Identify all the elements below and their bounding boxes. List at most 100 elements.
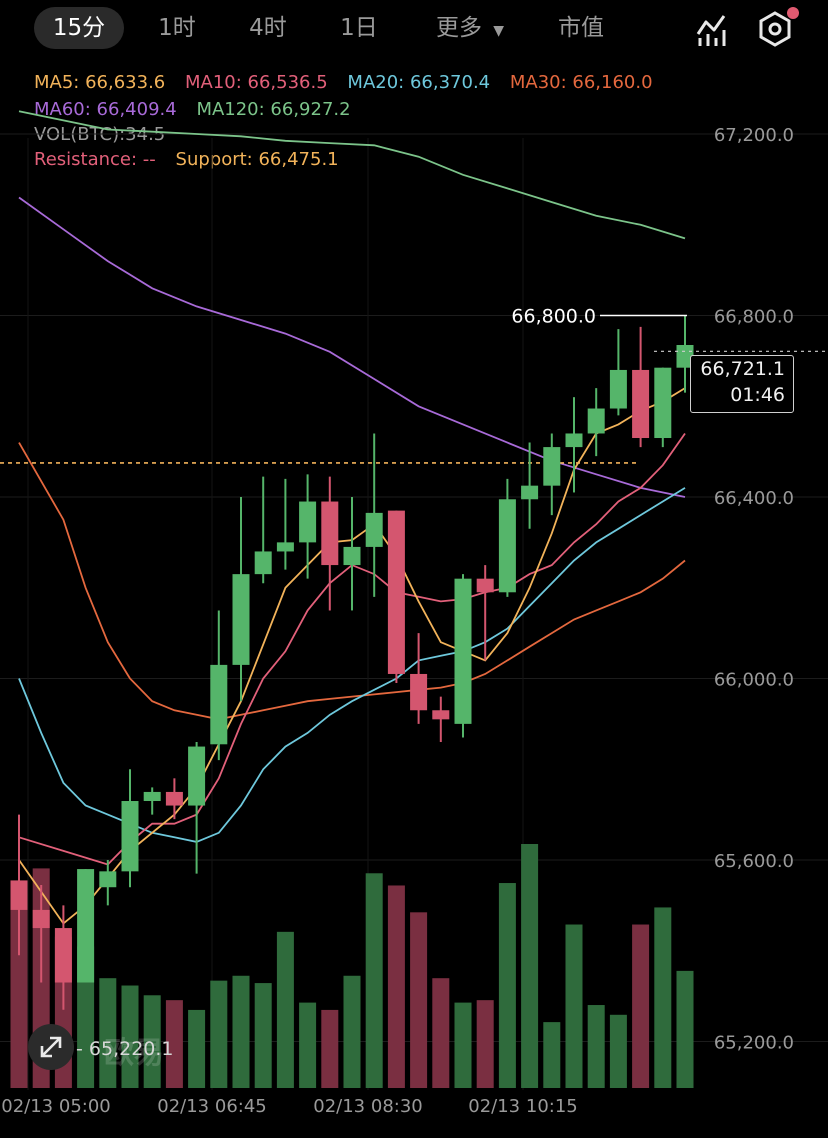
volume-bar [143,995,161,1088]
notification-dot [787,7,799,19]
candle-body [188,746,206,806]
chevron-down-icon: ▼ [493,23,505,39]
volume-bar [343,975,361,1088]
volume-bar [676,970,694,1088]
candle-body [276,542,294,552]
candle-body [10,880,28,910]
current-price: 66,721.1 [700,358,785,380]
high-marker-label: 66,800.0 [511,306,596,328]
x-tick-label: 02/13 05:00 [1,1096,110,1117]
candle-body [210,664,228,745]
tab-1d[interactable]: 1日 [340,15,378,41]
x-tick-label: 02/13 06:45 [157,1096,266,1117]
market-cap-tab[interactable]: 市值 [558,15,604,41]
candle-body [343,546,361,566]
volume-bar [232,975,250,1088]
y-tick-label: 66,800.0 [714,307,794,328]
legend-row-1: MA5: 66,633.6 MA10: 66,536.5 MA20: 66,37… [34,72,667,93]
low-price-label: - 65,220.1 [76,1038,174,1060]
candle-body [654,367,672,439]
volume-bar [654,907,672,1088]
ma5-line [18,387,686,925]
candlestick-chart[interactable]: 67,200.0 66,800.0 66,400.0 66,000.0 65,600.0… [0,58,828,1138]
ma60-label: MA60: 66,409.4 [34,99,177,120]
volume-bar [10,905,28,1088]
candle-body [410,673,428,711]
volume-bar [188,1009,206,1088]
candle-body [587,408,605,434]
y-tick-label: 66,000.0 [714,670,794,691]
more-dropdown[interactable]: 更多 ▼ [428,7,512,49]
volume-bar [498,883,516,1088]
volume-bar [387,885,405,1088]
volume-bar [410,912,428,1088]
volume-bar [121,985,139,1088]
x-tick-label: 02/13 08:30 [313,1096,422,1117]
candle-body [54,928,72,983]
volume-bar [543,1022,561,1088]
volume-bar [365,873,383,1088]
candle-body [365,512,383,547]
candle-body [454,578,472,724]
ma120-label: MA120: 66,927.2 [196,99,351,120]
candle-body [321,501,339,566]
ma30-label: MA30: 66,160.0 [509,72,653,93]
ma5-label: MA5: 66,633.6 [34,72,166,93]
expand-icon [40,1036,62,1058]
volume-bar [254,983,272,1088]
candle-body [299,501,317,543]
candle-body [32,909,50,929]
candle-body [632,369,650,439]
candle-body [143,791,161,802]
legend-row-4: Resistance: -- Support: 66,475.1 [34,149,353,170]
ma10-label: MA10: 66,536.5 [184,72,328,93]
candle-body [121,801,139,872]
candle-body [432,710,450,720]
y-tick-label: 65,600.0 [714,851,794,872]
tab-4h[interactable]: 4时 [249,15,287,41]
volume-bar [521,844,539,1088]
volume-bar [587,1005,605,1088]
support-label: Support: 66,475.1 [175,149,339,170]
volume-bar [321,1009,339,1088]
y-tick-label: 66,400.0 [714,488,794,509]
indicator-icon[interactable] [692,10,730,48]
volume-bar [165,1000,183,1088]
timeframe-toolbar: 15分 1时 4时 1日 更多 ▼ 市值 [0,0,828,58]
volume-bar [276,931,294,1088]
resistance-label: Resistance: -- [34,149,156,170]
candle-body [609,369,627,409]
volume-bar [476,1000,494,1088]
volume-bar [609,1014,627,1088]
ma20-label: MA20: 66,370.4 [347,72,491,93]
more-label: 更多 [435,15,482,41]
candle-body [476,578,494,593]
candle-body [521,485,539,500]
volume-bar [99,978,117,1088]
volume-bar [565,924,583,1088]
low-price-dash: - [76,1038,89,1060]
settings-hexagon-icon[interactable] [756,10,794,48]
y-tick-label: 65,200.0 [714,1033,794,1054]
candle-body [99,871,117,888]
x-tick-label: 02/13 10:15 [468,1096,577,1117]
countdown: 01:46 [730,384,785,406]
exchange-watermark: 欧易 [104,1036,164,1071]
tab-1h[interactable]: 1时 [158,15,196,41]
volume-bar [454,1002,472,1088]
legend-row-2: MA60: 66,409.4 MA120: 66,927.2 [34,99,365,120]
volume-bar [432,978,450,1088]
tab-15m[interactable]: 15分 [34,7,124,49]
candle-body [565,433,583,448]
candle-body [498,499,516,593]
fullscreen-button[interactable] [28,1024,74,1070]
candle-body [254,551,272,575]
volume-bar [210,980,228,1088]
candle-body [165,791,183,806]
candle-body [387,510,405,674]
low-price-value: 65,220.1 [88,1038,174,1060]
ma120-line [18,110,686,240]
volume-bar [299,1002,317,1088]
volume-bar [632,924,650,1088]
current-price-tag: 66,721.1 01:46 [690,355,794,413]
